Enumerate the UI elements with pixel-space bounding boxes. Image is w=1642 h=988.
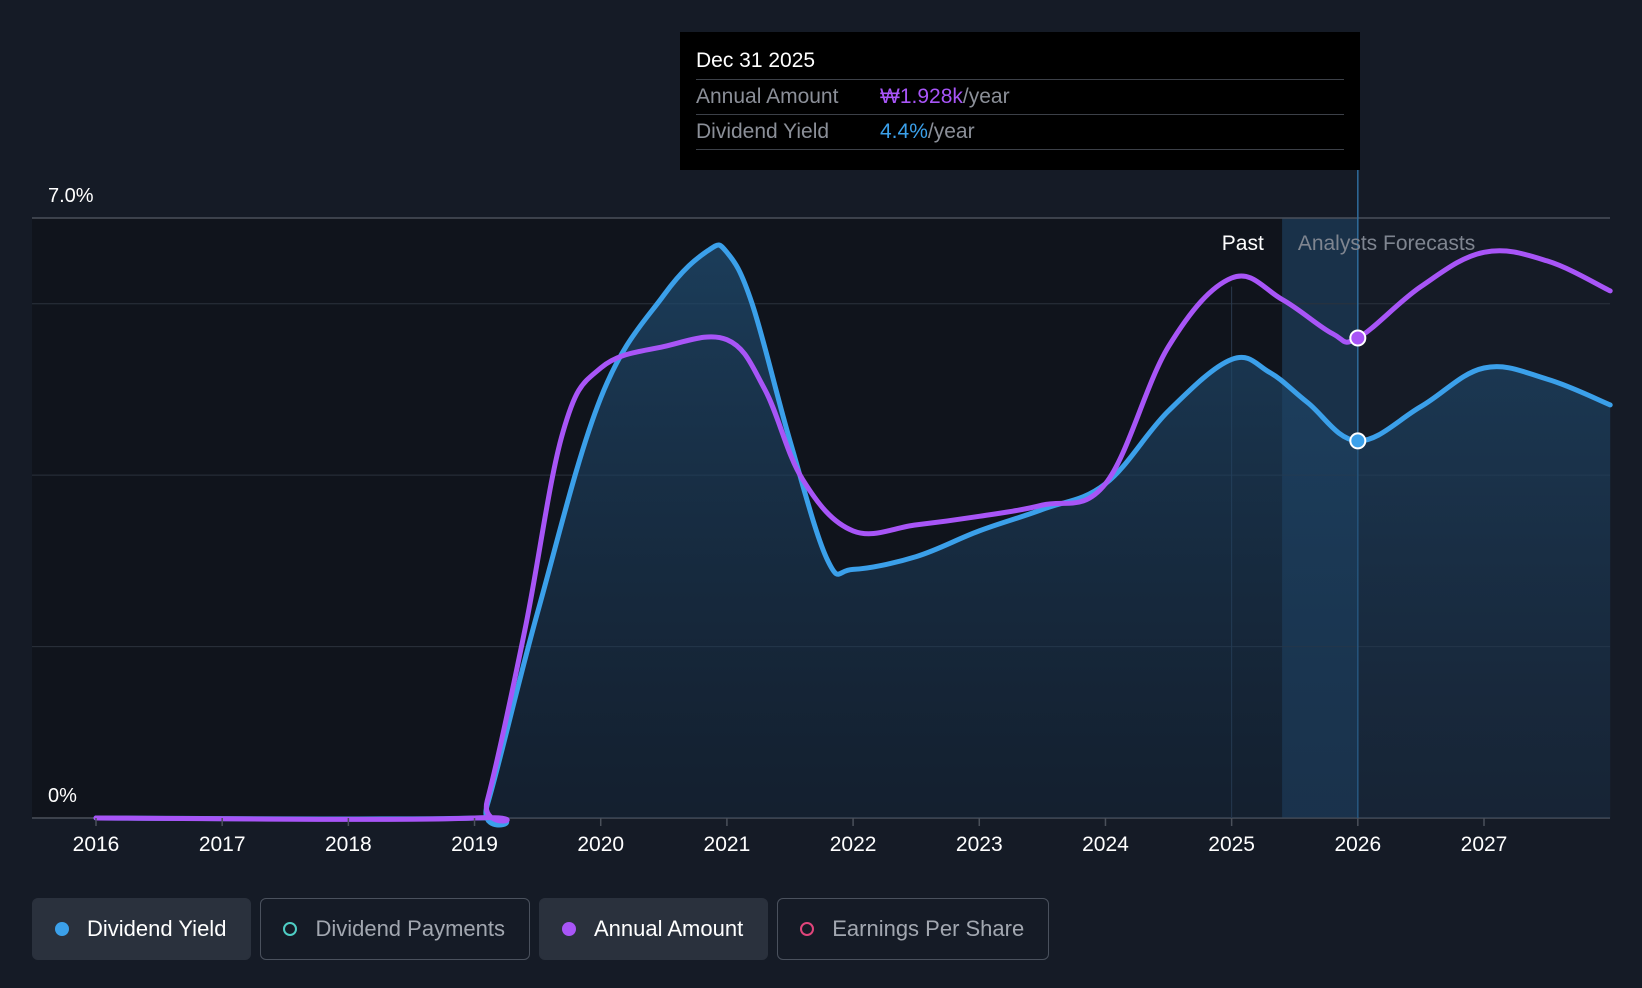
x-tick-label: 2026 <box>1334 833 1381 856</box>
area-fill-group <box>96 244 1611 826</box>
cursor-markers <box>1349 329 1367 450</box>
legend-dot-icon <box>561 922 576 936</box>
legend-earnings-per-share-toggle[interactable]: Earnings Per Share <box>777 898 1050 960</box>
legend-ring-icon <box>283 922 298 936</box>
x-tick-label: 2022 <box>830 833 877 856</box>
tooltip-suffix: /year <box>927 120 975 143</box>
x-tick-label: 2027 <box>1461 833 1508 856</box>
cursor-marker-annual-amount <box>1349 329 1367 347</box>
tooltip-row-dividend-yield: Dividend Yield 4.4%/year <box>696 115 1344 150</box>
legend-dot-icon <box>55 922 69 936</box>
legend-ring-icon <box>800 922 815 936</box>
cursor-marker-dividend-yield <box>1349 432 1367 450</box>
x-tick-label: 2016 <box>73 833 120 856</box>
tooltip-value: ₩1.928k <box>880 85 963 108</box>
chart-legend: Dividend Yield Dividend Payments Annual … <box>32 898 1058 962</box>
tooltip-label: Dividend Yield <box>696 120 830 143</box>
tooltip-label: Annual Amount <box>696 85 839 108</box>
forecast-label: Analysts Forecasts <box>1298 232 1475 255</box>
past-label: Past <box>1222 232 1264 255</box>
x-tick-label: 2019 <box>451 833 498 856</box>
legend-label: Annual Amount <box>593 916 744 941</box>
x-tick-label: 2023 <box>956 833 1003 856</box>
tooltip-suffix: /year <box>962 85 1010 108</box>
data-tooltip: Dec 31 2025 Annual Amount ₩1.928k/year Di… <box>680 32 1360 170</box>
x-tick-label: 2018 <box>325 833 372 856</box>
x-tick-label: 2024 <box>1082 833 1129 856</box>
x-tick-label: 2025 <box>1208 833 1255 856</box>
tooltip-date: Dec 31 2025 <box>696 46 1344 80</box>
legend-label: Earnings Per Share <box>832 916 1025 941</box>
legend-annual-amount-toggle[interactable]: Annual Amount <box>538 898 769 960</box>
series-line-dividend-yield <box>93 242 1613 828</box>
x-tick-label: 2017 <box>199 833 246 856</box>
legend-dividend-yield-toggle[interactable]: Dividend Yield <box>32 898 252 960</box>
tooltip-value: 4.4% <box>880 120 928 143</box>
x-tick-label: 2020 <box>577 833 624 856</box>
tooltip-row-annual-amount: Annual Amount ₩1.928k/year <box>696 80 1344 115</box>
legend-dividend-payments-toggle[interactable]: Dividend Payments <box>260 898 530 960</box>
x-tick-label: 2021 <box>704 833 751 856</box>
legend-label: Dividend Payments <box>315 916 505 941</box>
legend-label: Dividend Yield <box>87 916 227 941</box>
area-fill-dividend-yield <box>96 244 1611 826</box>
y-tick-label: 7.0% <box>48 185 94 207</box>
axis-labels: 7.0% 0% 2016 2017 2018 2019 2020 2021 2022 2023 20… <box>48 185 1507 856</box>
y-tick-label: 0% <box>48 785 77 807</box>
